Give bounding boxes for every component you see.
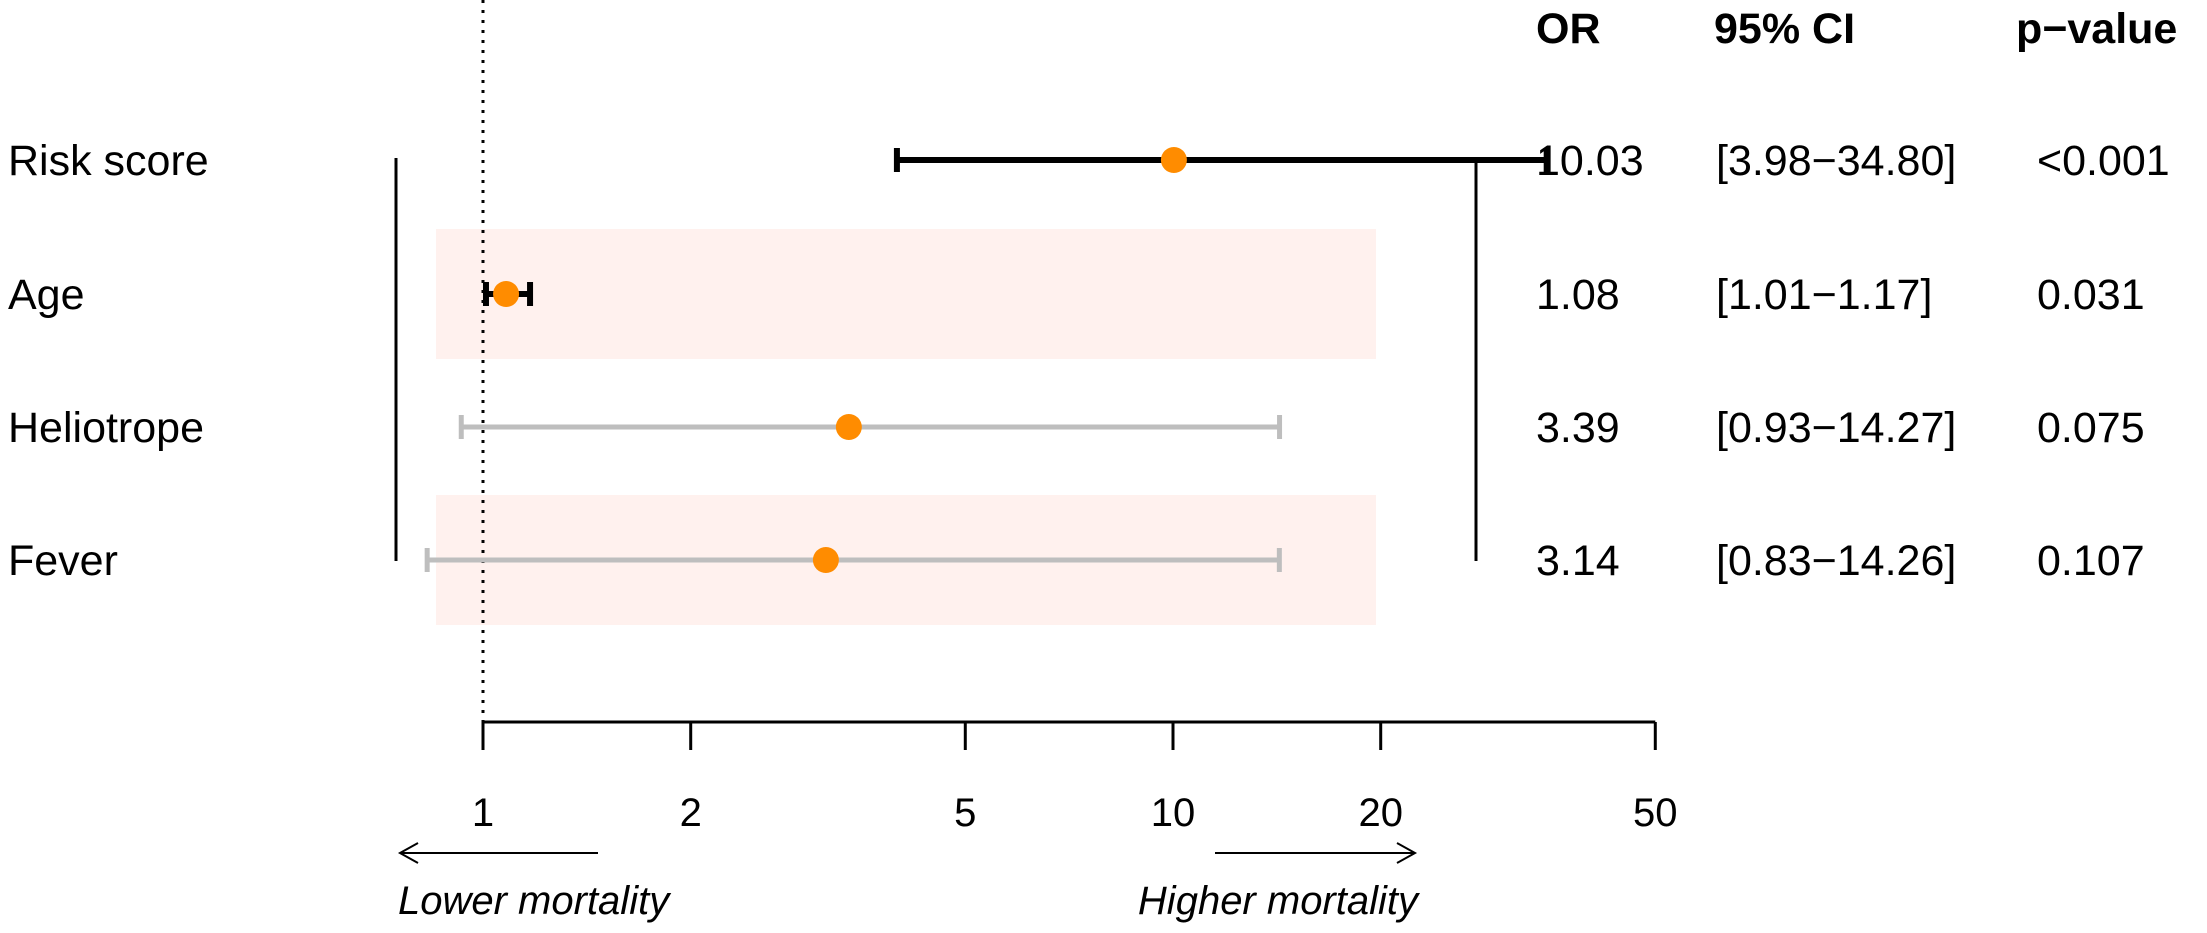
row-label: Age	[8, 271, 85, 319]
x-tick-label: 2	[680, 791, 702, 835]
right-arrow-head	[1396, 842, 1418, 864]
x-tick-label: 5	[954, 791, 976, 835]
or-value: 3.14	[1536, 537, 1620, 585]
col-header-ci: 95% CI	[1714, 5, 1855, 53]
x-tick-label: 1	[472, 791, 494, 835]
left-arrow-head	[397, 842, 419, 864]
ci-value: [0.93−14.27]	[1716, 404, 1956, 452]
x-tick-label: 20	[1358, 791, 1403, 835]
x-axis: 1 2 5 10 20 50	[472, 720, 1678, 835]
point-estimate	[812, 547, 839, 573]
x-tick-label: 50	[1633, 791, 1678, 835]
or-value: 1.08	[1536, 271, 1620, 319]
p-value: 0.107	[2037, 537, 2145, 585]
row-label: Fever	[8, 537, 118, 585]
lower-mortality-label: Lower mortality	[398, 879, 672, 923]
direction-labels: Lower mortality Higher mortality	[397, 842, 1421, 923]
point-estimate	[1160, 147, 1187, 173]
x-tick-label: 10	[1151, 791, 1196, 835]
point-estimates	[493, 147, 1187, 573]
ci-value: [0.83−14.26]	[1716, 537, 1956, 585]
row-shade	[436, 229, 1376, 359]
point-estimate	[835, 414, 862, 440]
or-value: 10.03	[1536, 137, 1644, 185]
higher-mortality-label: Higher mortality	[1138, 879, 1421, 923]
col-header-p: p−value	[2016, 5, 2177, 53]
p-value: 0.031	[2037, 271, 2145, 319]
row-label: Heliotrope	[8, 404, 204, 452]
or-value: 3.39	[1536, 404, 1620, 452]
col-header-or: OR	[1536, 5, 1601, 53]
ci-value: [3.98−34.80]	[1716, 137, 1956, 185]
stats-table: OR 95% CI p−value 10.03 [3.98−34.80] <0.00…	[1536, 5, 2177, 585]
ci-value: [1.01−1.17]	[1716, 271, 1932, 319]
row-label: Risk score	[8, 137, 209, 185]
p-value: 0.075	[2037, 404, 2145, 452]
row-labels: Risk score Age Heliotrope Fever	[8, 137, 209, 585]
p-value: <0.001	[2037, 137, 2170, 185]
point-estimate	[493, 281, 520, 307]
